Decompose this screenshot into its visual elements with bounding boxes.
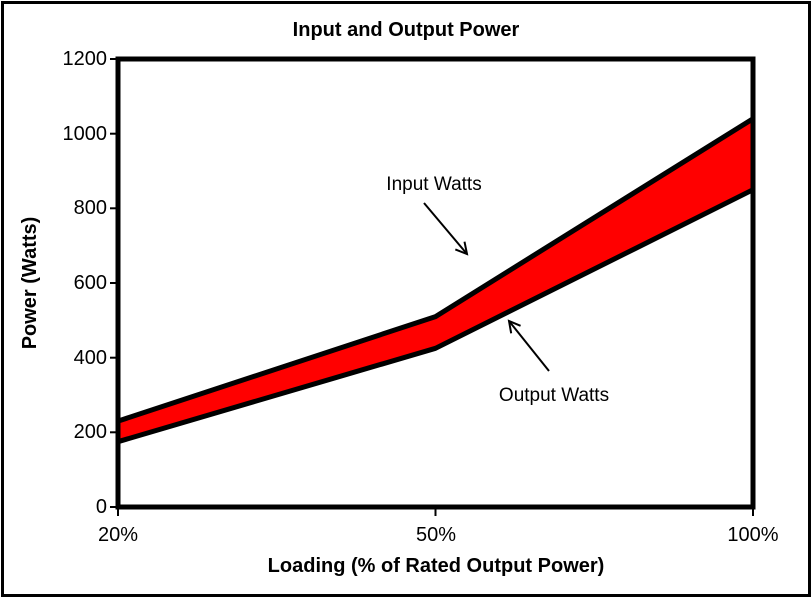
y-tick-label: 800 — [73, 197, 107, 219]
y-tick-label: 600 — [73, 272, 107, 294]
output-watts-line — [117, 187, 755, 445]
x-axis-title: Loading (% of Rated Output Power) — [267, 555, 605, 577]
input-watts-arrow — [423, 202, 469, 256]
y-tick-label: 400 — [73, 347, 107, 369]
y-tick-label: 1000 — [62, 123, 108, 145]
output-watts-arrow — [507, 319, 550, 372]
y-axis-title: Power (Watts) — [19, 216, 41, 350]
plot-frame — [115, 56, 756, 510]
x-tick-label: 50% — [415, 524, 457, 546]
y-tick-label: 0 — [95, 496, 107, 518]
y-tick-label: 1200 — [62, 48, 108, 70]
x-tick-label: 20% — [97, 524, 139, 546]
output-watts-label: Output Watts — [498, 385, 610, 406]
input-watts-label: Input Watts — [386, 174, 482, 195]
y-tick-label: 200 — [73, 421, 107, 443]
power-loss-band — [118, 118, 753, 442]
input-watts-line — [117, 116, 755, 424]
chart-title: Input and Output Power — [292, 19, 520, 41]
x-tick-label: 100% — [727, 524, 779, 546]
